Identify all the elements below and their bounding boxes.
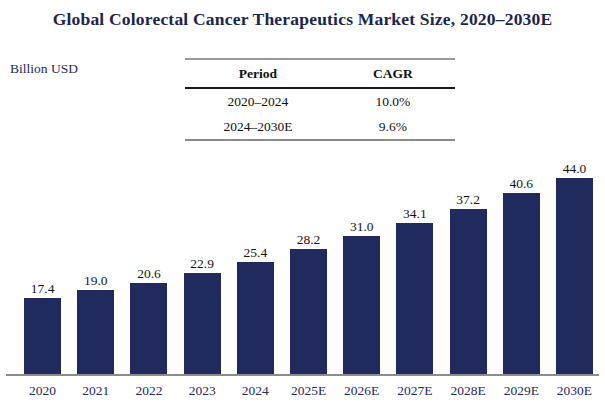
table-row: 2020–2024 10.0% [185,88,455,114]
bar-group: 19.0 [69,160,122,376]
x-axis-label: 2029E [495,383,548,399]
cagr-table-header-row: Period CAGR [185,59,455,88]
x-axis-labels: 202020212022202320242025E2026E2027E2028E… [16,383,601,399]
bar-group: 40.6 [495,160,548,376]
bar [556,178,593,376]
bar-chart-plot-area: 17.4 19.0 20.6 22.9 25.4 28.2 31.0 34.1 37.2 40.6… [16,160,601,376]
bar [237,262,274,376]
cagr-table-header-cagr: CAGR [331,59,455,88]
period-cell: 2020–2024 [185,88,331,114]
bar [503,193,540,376]
x-axis-label: 2026E [335,383,388,399]
bar-group: 44.0 [548,160,601,376]
bar [396,223,433,376]
cagr-table-header-period: Period [185,59,331,88]
x-axis-line [6,374,599,376]
cagr-cell: 9.6% [331,114,455,140]
bar-group: 17.4 [16,160,69,376]
bar [24,298,61,376]
bar-value-label: 22.9 [190,256,214,271]
bar [290,249,327,376]
bar [130,283,167,376]
bar [450,209,487,376]
x-axis-label: 2030E [548,383,601,399]
bar-group: 20.6 [122,160,175,376]
bar [184,273,221,376]
bar-value-label: 20.6 [137,266,161,281]
bar-value-label: 17.4 [31,281,55,296]
bar-value-label: 40.6 [509,176,533,191]
bar-group: 31.0 [335,160,388,376]
bar-value-label: 19.0 [84,273,108,288]
bar [77,290,114,376]
x-axis-label: 2021 [69,383,122,399]
bar-group: 28.2 [282,160,335,376]
bar-value-label: 37.2 [456,192,480,207]
bar-value-label: 34.1 [403,206,427,221]
x-axis-label: 2022 [122,383,175,399]
bar [343,236,380,376]
bar-value-label: 44.0 [563,161,587,176]
chart-title: Global Colorectal Cancer Therapeutics Ma… [0,9,605,30]
x-axis-label: 2020 [16,383,69,399]
bar-group: 22.9 [176,160,229,376]
bar-value-label: 28.2 [297,232,321,247]
cagr-table: Period CAGR 2020–2024 10.0% 2024–2030E 9… [185,58,455,141]
bar-value-label: 25.4 [244,245,268,260]
x-axis-label: 2027E [388,383,441,399]
table-row: 2024–2030E 9.6% [185,114,455,140]
x-axis-label: 2024 [229,383,282,399]
bar-group: 34.1 [388,160,441,376]
x-axis-label: 2028E [442,383,495,399]
chart-page: Global Colorectal Cancer Therapeutics Ma… [0,0,605,411]
x-axis-label: 2025E [282,383,335,399]
y-axis-unit-label: Billion USD [10,61,78,77]
cagr-cell: 10.0% [331,88,455,114]
period-cell: 2024–2030E [185,114,331,140]
x-axis-label: 2023 [176,383,229,399]
bar-group: 37.2 [442,160,495,376]
bar-value-label: 31.0 [350,219,374,234]
bar-group: 25.4 [229,160,282,376]
